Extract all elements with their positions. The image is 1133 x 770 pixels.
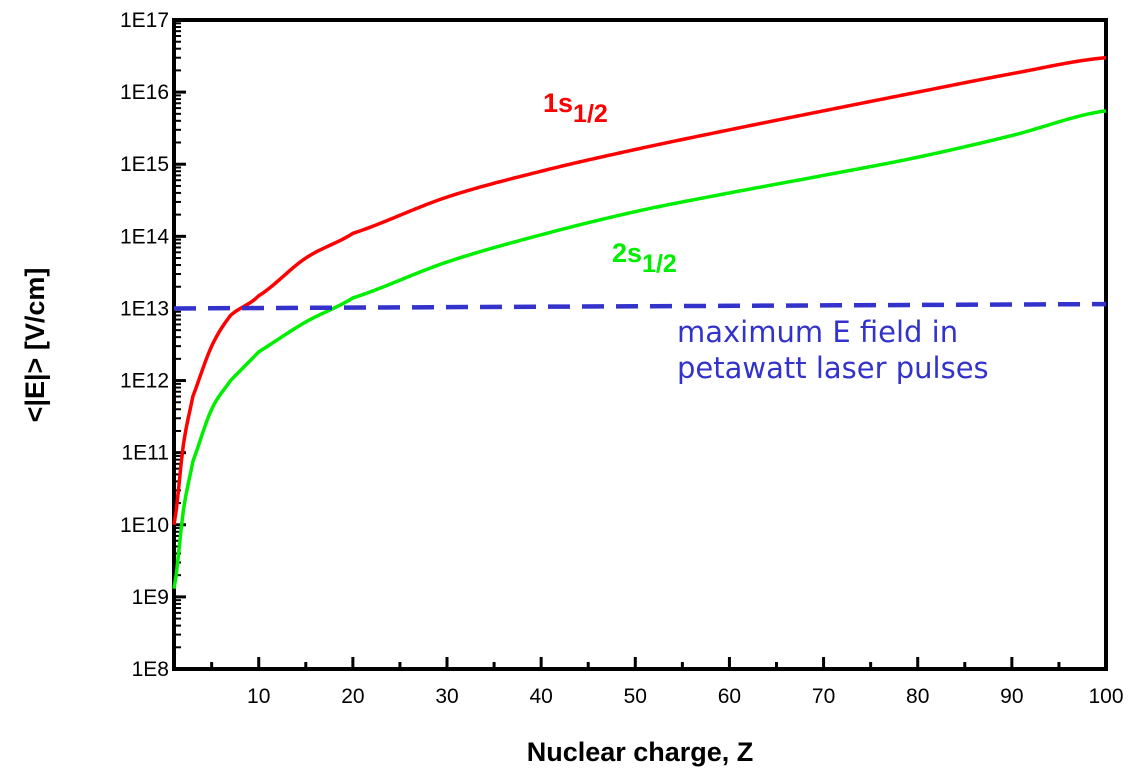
x-tick-label: 80 bbox=[906, 685, 929, 708]
y-tick-label: 1E9 bbox=[132, 586, 169, 609]
laser-field-line bbox=[173, 301, 1107, 311]
plot-frame bbox=[172, 18, 1108, 671]
y-tick-label: 1E16 bbox=[120, 81, 169, 104]
series-label-2s-main: 2s bbox=[612, 238, 642, 268]
series-line-2s bbox=[172, 109, 1107, 589]
x-tick-label: 10 bbox=[247, 685, 270, 708]
y-tick-label: 1E13 bbox=[120, 297, 169, 320]
x-tick-label: 90 bbox=[1000, 685, 1023, 708]
series-label-1s: 1s1/2 bbox=[543, 88, 608, 128]
y-tick-label: 1E11 bbox=[122, 442, 170, 465]
x-axis-title: Nuclear charge, Z bbox=[527, 737, 754, 767]
x-tick-label: 100 bbox=[1088, 685, 1123, 708]
series-group bbox=[172, 55, 1107, 589]
y-tick-label: 1E8 bbox=[132, 658, 169, 681]
x-tick-label: 30 bbox=[435, 685, 458, 708]
ticks-group: 10 20 30 40 50 60 70 80 90 100 1E8 1E9 1E10 1E11 1E12 1… bbox=[120, 9, 1124, 708]
series-label-1s-main: 1s bbox=[543, 88, 573, 118]
laser-annotation-line-1: maximum E field in bbox=[677, 315, 958, 349]
x-tick-label: 70 bbox=[812, 685, 835, 708]
series-label-2s-sub: 1/2 bbox=[642, 250, 677, 278]
laser-annotation-line-2: petawatt laser pulses bbox=[677, 351, 989, 385]
x-tick-label: 50 bbox=[624, 685, 647, 708]
x-tick-label: 20 bbox=[341, 685, 364, 708]
x-tick-label: 60 bbox=[718, 685, 741, 708]
labels-group: Nuclear charge, Z <|E|> [V/cm] 1s1/2 2s1… bbox=[20, 88, 989, 767]
series-label-1s-sub: 1/2 bbox=[573, 100, 608, 128]
plot-frame-group bbox=[172, 18, 1108, 671]
y-tick-label: 1E12 bbox=[120, 370, 169, 393]
series-line-1s bbox=[172, 55, 1107, 526]
x-tick-label: 40 bbox=[529, 685, 552, 708]
y-tick-label: 1E10 bbox=[120, 514, 169, 537]
y-tick-label: 1E17 bbox=[120, 9, 169, 32]
y-axis-title: <|E|> [V/cm] bbox=[20, 268, 50, 423]
y-tick-label: 1E14 bbox=[120, 225, 169, 248]
y-tick-label: 1E15 bbox=[120, 153, 169, 176]
series-label-2s: 2s1/2 bbox=[612, 238, 677, 278]
